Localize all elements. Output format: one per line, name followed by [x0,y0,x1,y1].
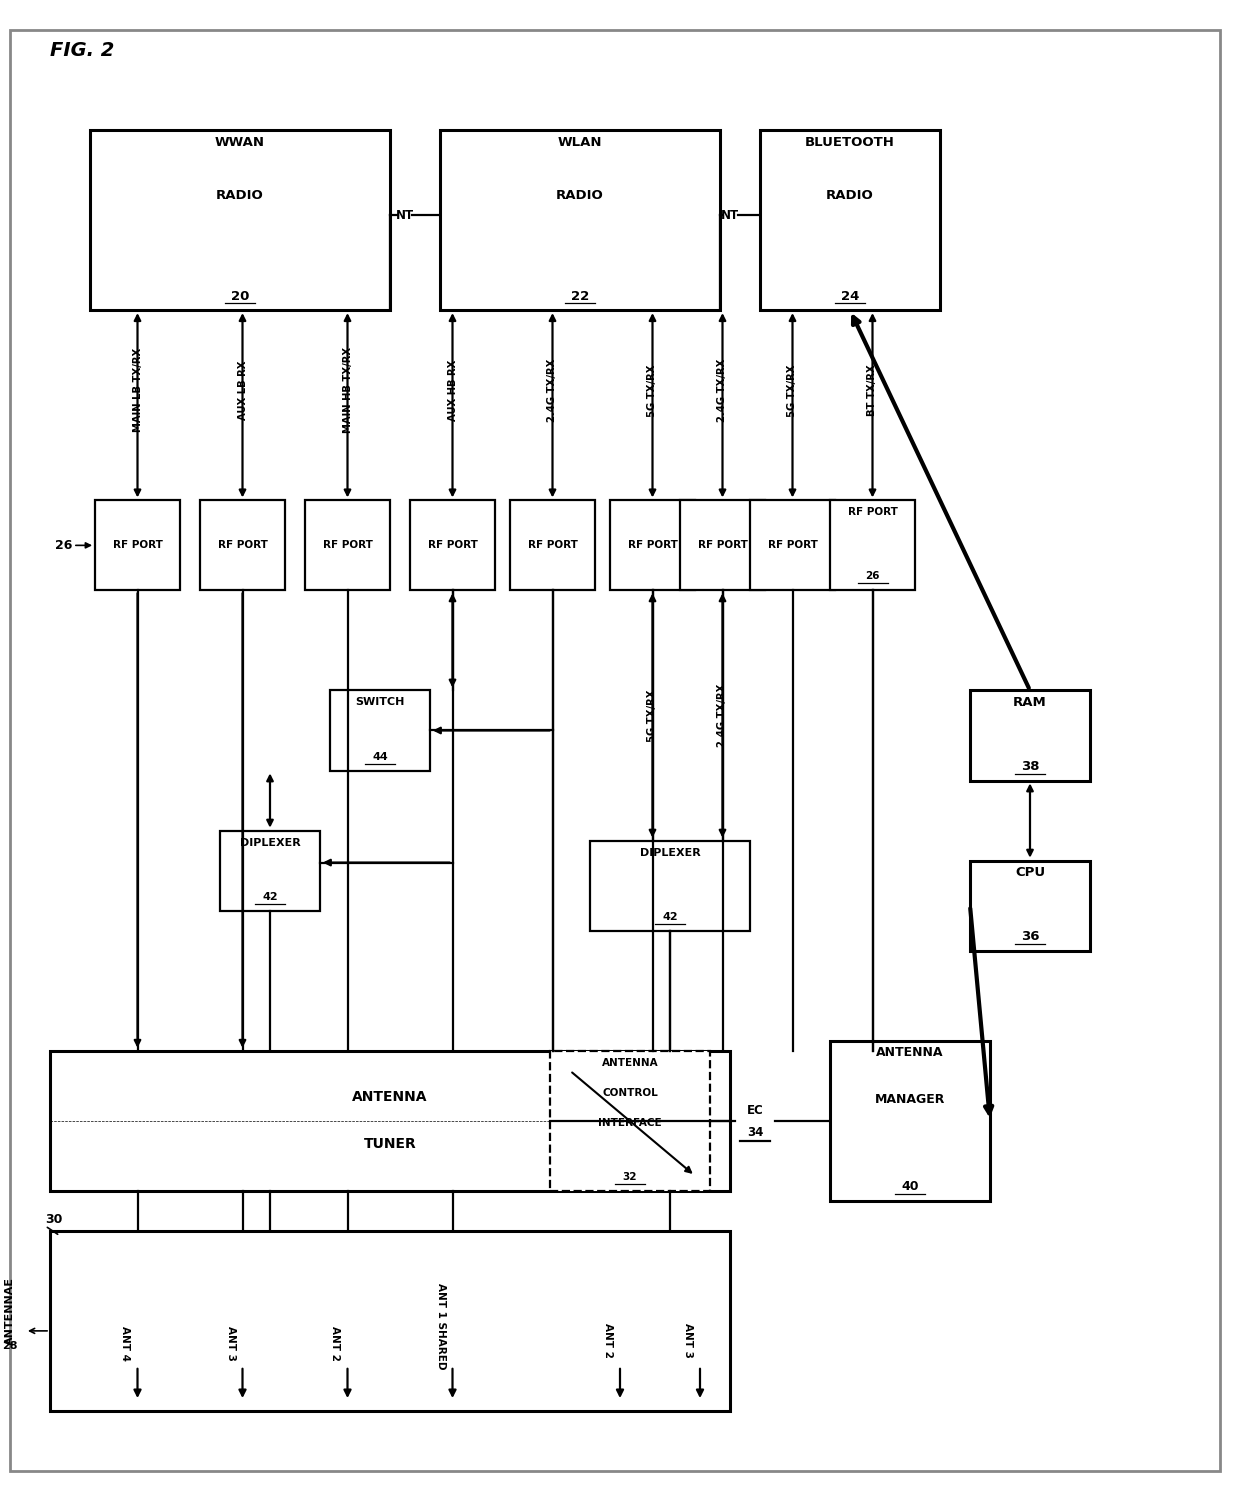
Text: 2.4G TX/RX: 2.4G TX/RX [548,359,558,422]
Text: SWITCH: SWITCH [356,698,404,707]
Text: DIPLEXER: DIPLEXER [640,848,701,857]
Text: RAM: RAM [1013,696,1047,708]
Text: ANT 3: ANT 3 [226,1325,236,1361]
Text: RF PORT: RF PORT [428,540,477,551]
Text: EC: EC [746,1105,764,1117]
Text: ANT 2: ANT 2 [331,1325,341,1361]
Text: WWAN: WWAN [215,135,265,149]
Text: RADIO: RADIO [216,189,264,203]
Text: 30: 30 [45,1213,62,1226]
Bar [330,690,430,770]
Text: RADIO: RADIO [826,189,874,203]
Text: MAIN LB TX/RX: MAIN LB TX/RX [133,348,143,432]
Text: INTERFACE: INTERFACE [598,1118,662,1127]
Text: 26: 26 [55,539,72,552]
Text: 24: 24 [841,290,859,303]
Bar [50,1051,730,1190]
Text: 32: 32 [622,1172,637,1181]
Text: RF PORT: RF PORT [322,540,372,551]
Text: ANTENNAE: ANTENNAE [5,1277,15,1345]
Text: MANAGER: MANAGER [874,1093,945,1106]
Bar [680,500,765,590]
Text: RF PORT: RF PORT [217,540,268,551]
Text: RF PORT: RF PORT [527,540,578,551]
Bar [50,1231,730,1411]
Text: ANT 4: ANT 4 [120,1325,130,1361]
Text: ANTENNA: ANTENNA [601,1058,658,1067]
Text: 5G TX/RX: 5G TX/RX [647,365,657,416]
Bar [750,500,835,590]
Text: 2.4G TX/RX: 2.4G TX/RX [718,359,728,422]
Text: ANT 2: ANT 2 [603,1324,613,1358]
Text: BT TX/RX: BT TX/RX [868,365,878,416]
Text: 42: 42 [262,892,278,902]
Text: 2.4G TX/RX: 2.4G TX/RX [718,684,728,747]
Text: CPU: CPU [1014,866,1045,880]
Text: ANTENNA: ANTENNA [352,1090,428,1105]
Bar [610,500,694,590]
Text: RF PORT: RF PORT [848,507,898,518]
Bar [219,830,320,911]
Text: 20: 20 [231,290,249,303]
Text: ANT 1 SHARED: ANT 1 SHARED [435,1283,445,1369]
Bar [91,131,391,311]
Text: NT: NT [396,209,414,222]
Bar [830,500,915,590]
Text: ANT 3: ANT 3 [683,1324,693,1358]
Bar [970,860,1090,950]
Bar [830,1040,990,1201]
Bar [760,131,940,311]
Text: DIPLEXER: DIPLEXER [239,838,300,848]
Text: 26: 26 [866,572,879,581]
Text: RF PORT: RF PORT [113,540,162,551]
Text: BLUETOOTH: BLUETOOTH [805,135,895,149]
Bar [510,500,595,590]
Text: RF PORT: RF PORT [698,540,748,551]
Text: 42: 42 [662,911,678,922]
Text: 34: 34 [746,1126,763,1139]
Text: RADIO: RADIO [556,189,604,203]
Bar [970,690,1090,781]
Text: NT: NT [720,209,739,222]
Text: AUX HB RX: AUX HB RX [448,360,458,420]
Bar [590,841,750,931]
Bar [551,1051,711,1190]
Bar [200,500,285,590]
Text: 36: 36 [1021,931,1039,943]
Text: ANTENNA: ANTENNA [877,1046,944,1060]
Text: 40: 40 [901,1180,919,1193]
Text: MAIN HB TX/RX: MAIN HB TX/RX [342,347,352,434]
Text: 22: 22 [570,290,589,303]
Text: 28: 28 [2,1340,17,1351]
Text: RF PORT: RF PORT [627,540,677,551]
Text: 38: 38 [1021,760,1039,773]
Bar [305,500,391,590]
Text: CONTROL: CONTROL [603,1088,658,1097]
Text: FIG. 2: FIG. 2 [50,41,114,60]
Text: 5G TX/RX: 5G TX/RX [647,689,657,741]
Text: TUNER: TUNER [363,1138,417,1151]
Bar [440,131,720,311]
Bar [410,500,495,590]
Text: RF PORT: RF PORT [768,540,817,551]
Text: 44: 44 [372,752,388,761]
Text: WLAN: WLAN [558,135,603,149]
Bar [95,500,180,590]
Text: 5G TX/RX: 5G TX/RX [787,365,797,416]
Text: AUX LB RX: AUX LB RX [238,360,248,420]
